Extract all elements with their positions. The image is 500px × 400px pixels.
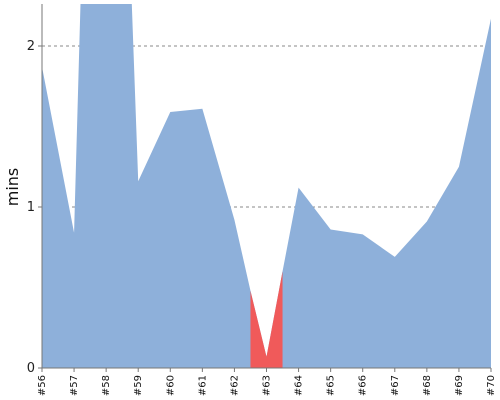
x-tick-labels: #56 #57 #58 #59 #60 #61 #62 #63 #64 #65 #66 #67 #68 #… — [37, 375, 497, 396]
x-tick-label: #59 — [133, 375, 144, 396]
y-tick-label: 0 — [27, 361, 35, 376]
x-tick-label: #65 — [326, 375, 337, 396]
y-tick-labels: 0 1 2 — [27, 39, 35, 376]
x-tick-label: #64 — [294, 375, 305, 396]
y-axis-title: mins — [3, 168, 22, 207]
y-tick-label: 2 — [27, 39, 35, 54]
highlight-area — [250, 271, 283, 368]
x-tick-label: #67 — [390, 375, 401, 396]
x-tick-label: #70 — [486, 375, 497, 396]
x-tick-label: #62 — [229, 375, 240, 396]
area-fill — [42, 4, 491, 368]
x-tick-label: #56 — [37, 375, 48, 396]
x-tick-label: #68 — [422, 375, 433, 396]
x-tick-label: #60 — [165, 375, 176, 396]
x-tick-label: #57 — [69, 375, 80, 396]
axes — [38, 4, 492, 372]
x-tick-label: #63 — [262, 375, 273, 396]
area-series — [42, 4, 491, 368]
x-tick-label: #61 — [197, 375, 208, 396]
x-tick-label: #58 — [101, 375, 112, 396]
x-tick-label: #69 — [454, 375, 465, 396]
x-tick-label: #66 — [358, 375, 369, 396]
y-tick-label: 1 — [27, 200, 35, 215]
